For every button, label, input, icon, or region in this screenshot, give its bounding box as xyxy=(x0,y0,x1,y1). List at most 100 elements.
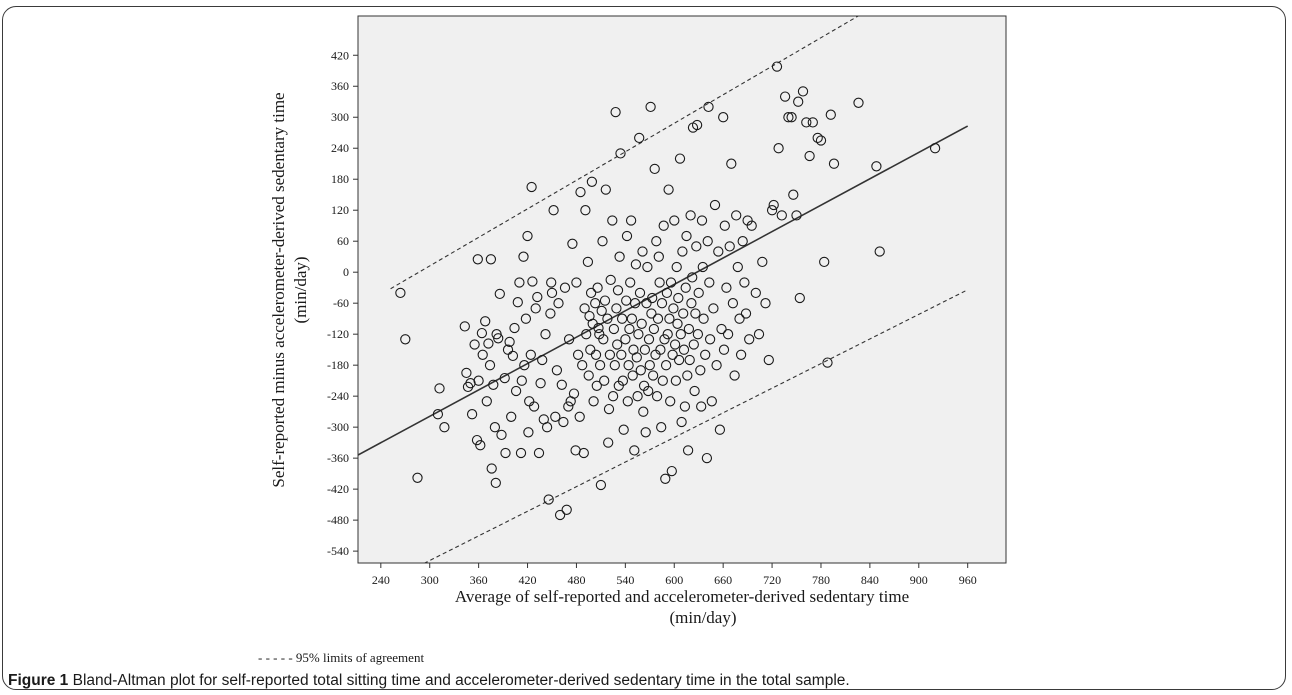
data-point xyxy=(594,360,606,371)
data-point xyxy=(533,447,545,459)
data-point xyxy=(722,329,734,340)
data-point xyxy=(571,277,582,288)
data-point xyxy=(510,385,522,397)
data-point xyxy=(590,298,601,309)
data-point xyxy=(504,336,515,348)
data-point xyxy=(596,305,607,317)
data-point xyxy=(704,334,716,345)
data-point xyxy=(652,313,664,324)
data-point xyxy=(633,329,644,340)
data-point xyxy=(614,251,625,262)
data-point xyxy=(654,277,665,288)
x-tick-label: 240 xyxy=(372,573,390,587)
data-point xyxy=(622,396,633,407)
figure-frame xyxy=(2,6,1286,690)
data-point xyxy=(640,427,651,438)
data-point xyxy=(651,236,662,247)
data-point xyxy=(602,313,613,324)
data-point xyxy=(616,349,627,360)
data-point xyxy=(471,434,483,446)
data-point xyxy=(592,282,603,293)
data-point xyxy=(822,357,833,368)
data-point xyxy=(673,292,684,304)
data-point xyxy=(731,210,742,221)
data-point xyxy=(788,189,799,200)
data-point xyxy=(691,241,702,252)
data-point xyxy=(828,158,840,169)
data-point xyxy=(395,287,406,299)
data-point xyxy=(563,401,574,412)
data-point xyxy=(522,230,533,242)
data-point xyxy=(642,261,653,273)
data-point xyxy=(502,344,514,355)
x-tick-label: 780 xyxy=(812,573,830,587)
data-point xyxy=(496,429,507,441)
data-point xyxy=(484,360,496,371)
data-point xyxy=(793,96,804,107)
x-axis-title-line1: Average of self-reported and acceleromet… xyxy=(455,587,909,606)
data-point xyxy=(473,375,484,386)
data-point xyxy=(586,176,598,187)
data-point xyxy=(603,403,615,415)
data-point xyxy=(481,396,492,407)
data-point xyxy=(643,385,654,397)
data-point xyxy=(750,287,761,299)
data-point xyxy=(480,316,491,327)
data-point xyxy=(567,238,578,249)
data-point xyxy=(528,401,540,412)
y-tick-label: -60 xyxy=(333,296,349,310)
data-point xyxy=(874,246,885,257)
data-point xyxy=(679,401,691,412)
data-point xyxy=(686,298,697,309)
data-point xyxy=(469,339,480,350)
data-point xyxy=(611,303,622,314)
x-tick-label: 600 xyxy=(665,573,683,587)
data-point xyxy=(607,391,619,402)
data-point xyxy=(599,295,611,306)
data-point xyxy=(550,411,561,422)
data-point xyxy=(696,215,708,226)
data-point xyxy=(740,308,752,319)
data-point xyxy=(461,367,472,379)
data-point xyxy=(688,339,699,350)
data-point xyxy=(674,153,686,164)
data-point xyxy=(488,379,499,390)
data-point xyxy=(595,479,607,491)
data-point xyxy=(530,303,541,314)
data-point xyxy=(716,323,727,335)
data-point xyxy=(603,437,614,448)
data-point xyxy=(744,334,755,345)
data-point xyxy=(625,277,636,288)
data-point xyxy=(746,220,757,231)
data-point xyxy=(734,313,745,324)
data-point xyxy=(618,424,629,435)
data-point xyxy=(708,303,719,314)
data-point xyxy=(773,143,784,154)
data-point xyxy=(815,135,827,146)
data-point xyxy=(779,91,791,102)
legend-limits-of-agreement: - - - - - 95% limits of agreement xyxy=(258,650,425,665)
data-point xyxy=(400,334,411,345)
data-point xyxy=(577,360,588,371)
data-point xyxy=(682,370,693,381)
data-point xyxy=(625,215,637,226)
data-point xyxy=(697,261,708,273)
data-point xyxy=(472,254,483,265)
data-point xyxy=(475,440,486,451)
data-point xyxy=(636,318,647,329)
y-tick-label: 300 xyxy=(331,110,349,124)
data-point xyxy=(718,344,730,355)
data-point xyxy=(459,321,470,332)
data-point xyxy=(801,117,812,128)
data-point xyxy=(685,210,696,221)
data-point xyxy=(853,97,864,108)
data-point xyxy=(693,287,704,299)
data-point xyxy=(477,349,488,360)
data-point xyxy=(593,322,604,334)
data-point xyxy=(691,119,703,131)
x-axis-title-line2: (min/day) xyxy=(669,608,736,627)
data-point xyxy=(434,383,445,394)
data-point xyxy=(700,349,711,360)
y-tick-label: -360 xyxy=(327,451,349,465)
data-point xyxy=(696,401,707,412)
